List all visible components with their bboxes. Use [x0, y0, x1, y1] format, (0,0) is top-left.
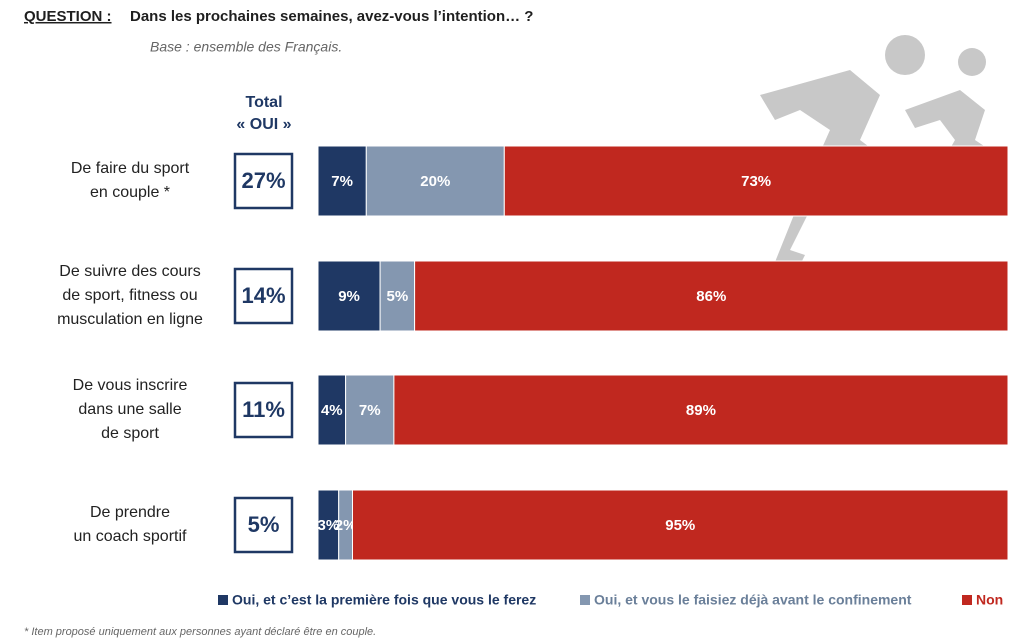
bar-segment [503, 145, 1009, 217]
legend-label: Oui, et c’est la première fois que vous … [232, 592, 536, 608]
total-box [233, 381, 294, 439]
bar-value-label: 9% [338, 288, 360, 305]
legend-swatch [962, 595, 972, 605]
bar-segment [317, 260, 381, 332]
bar-value-label: 7% [331, 173, 353, 190]
bar-value-label: 3% [318, 517, 340, 534]
bar-segment [345, 374, 395, 446]
category-label: De vous inscrire dans une salle de sport [72, 377, 188, 442]
category-label: De faire du sport en couple * [70, 160, 190, 201]
total-box [233, 496, 294, 554]
legend-label: Oui, et vous le faisiez déjà avant le co… [594, 592, 912, 608]
bar-value-label: 95% [665, 517, 695, 534]
bar-value-label: 20% [420, 173, 450, 190]
chart-title: Dans les prochaines semaines, avez-vous … [130, 8, 533, 25]
bar-segment [317, 374, 347, 446]
bar-value-label: 4% [321, 402, 343, 419]
bar-segment [414, 260, 1009, 332]
bar-value-label: 89% [686, 402, 716, 419]
bar-value-label: 73% [741, 173, 771, 190]
total-box [233, 152, 294, 210]
total-box [233, 267, 294, 325]
subtitle: Base : ensemble des Français. [150, 39, 342, 55]
total-label: 11% [242, 397, 285, 422]
bar-value-label: 2% [335, 517, 357, 534]
bar-segment [352, 489, 1009, 561]
footnote: * Item proposé uniquement aux personnes … [24, 626, 376, 638]
total-label: 27% [241, 168, 285, 193]
bar-value-label: 7% [359, 402, 381, 419]
category-label: De suivre des cours de sport, fitness ou… [57, 263, 203, 328]
legend-swatch [580, 595, 590, 605]
total-label: 5% [248, 512, 280, 537]
legend-swatch [218, 595, 228, 605]
bar-segment [365, 145, 505, 217]
bar-value-label: 5% [387, 288, 409, 305]
total-header: Total « OUI » [236, 94, 292, 133]
legend-label: Non [976, 592, 1003, 608]
category-label: De prendre un coach sportif [73, 504, 187, 545]
bar-segment [393, 374, 1009, 446]
question-label: QUESTION : [24, 8, 112, 25]
bar-segment [379, 260, 416, 332]
total-label: 14% [241, 283, 285, 308]
bar-value-label: 86% [696, 288, 726, 305]
